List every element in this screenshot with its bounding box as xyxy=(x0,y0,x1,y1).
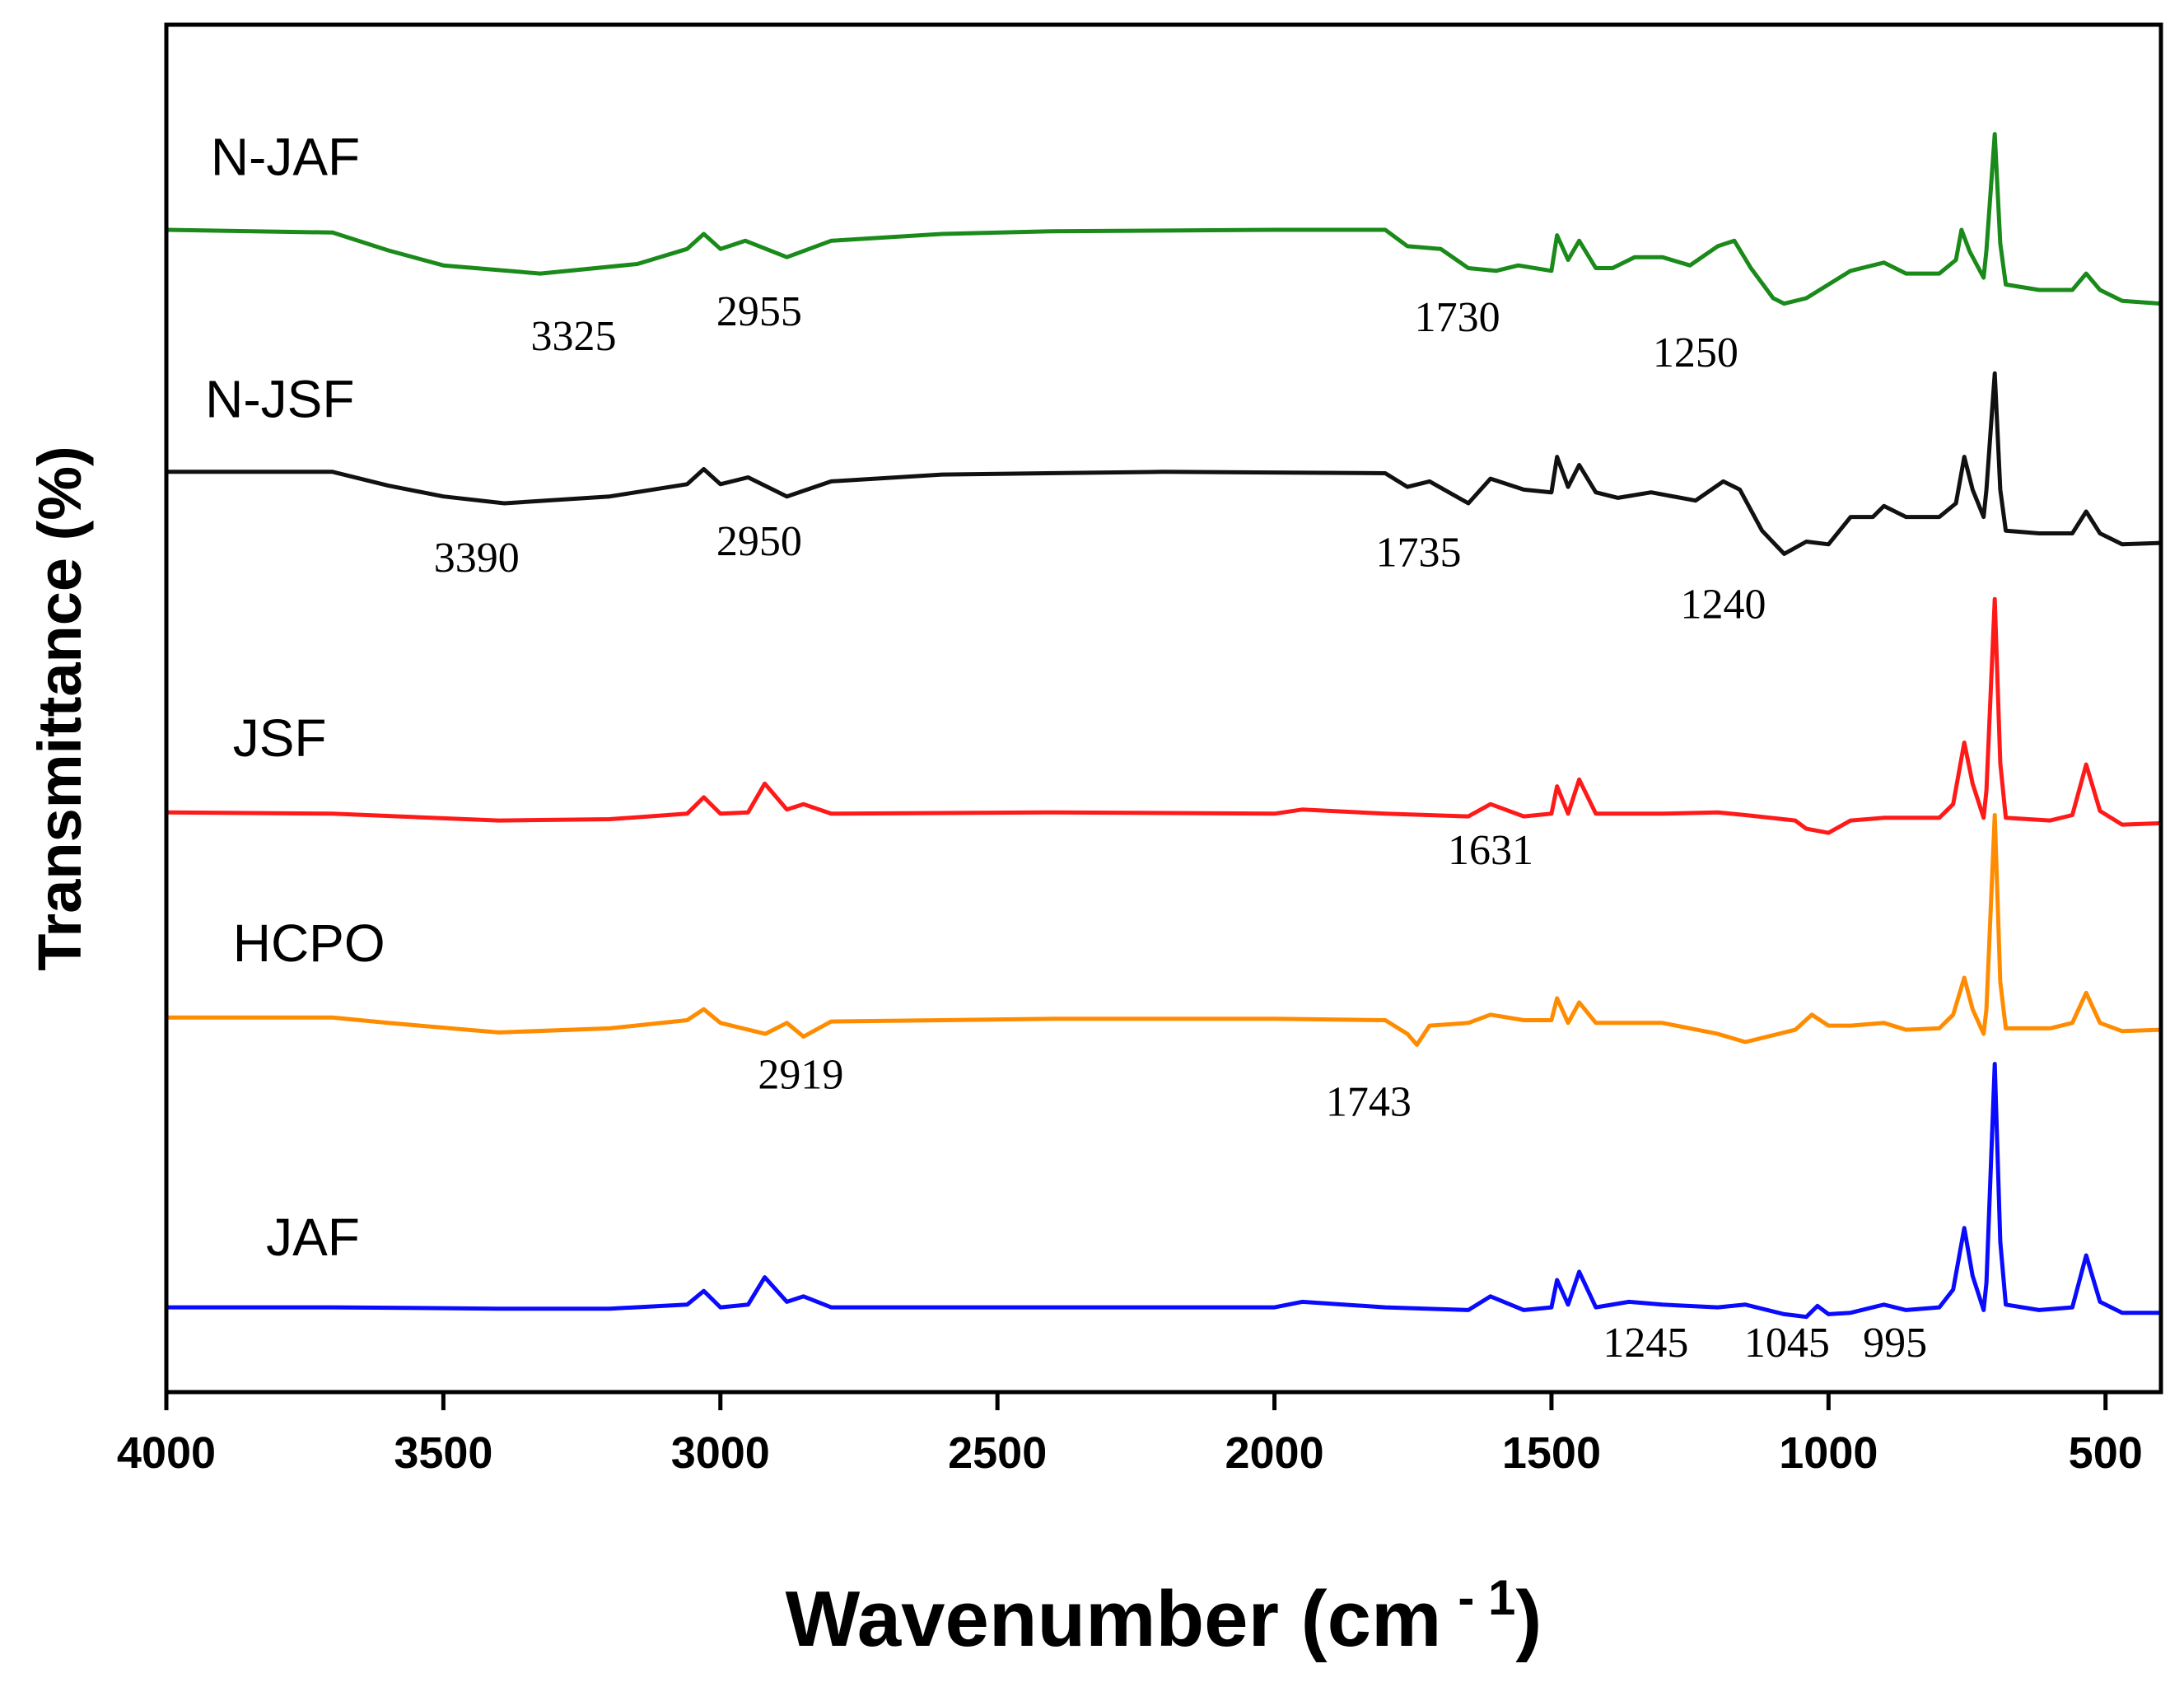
x-tick-label-500: 500 xyxy=(2069,1428,2143,1478)
series-line-jaf xyxy=(164,1062,2163,1320)
series-label-n-jaf: N-JAF xyxy=(211,128,360,187)
x-tick-label-2000: 2000 xyxy=(1225,1428,1323,1478)
y-axis-title: Transmittance (%) xyxy=(26,446,94,970)
peak-label-1240: 1240 xyxy=(1681,581,1766,628)
peak-label-2955: 2955 xyxy=(716,288,802,335)
x-tick-label-4000: 4000 xyxy=(117,1428,216,1478)
peak-label-1250: 1250 xyxy=(1653,329,1738,376)
x-tick-label-2500: 2500 xyxy=(948,1428,1047,1478)
x-tick-label-1500: 1500 xyxy=(1502,1428,1601,1478)
series-line-hcpo xyxy=(164,813,2163,1047)
series-layer xyxy=(164,132,2163,1320)
series-line-jsf xyxy=(164,596,2163,835)
peak-label-3325: 3325 xyxy=(530,313,616,360)
x-tick-label-3000: 3000 xyxy=(671,1428,770,1478)
peak-label-3390: 3390 xyxy=(434,535,520,582)
series-line-n-jaf xyxy=(164,132,2163,306)
x-axis-ticks: 4000 3500 3000 2500 2000 1500 1000 500 xyxy=(117,1392,2143,1478)
plot-frame xyxy=(164,22,2163,1395)
peak-label-2950: 2950 xyxy=(716,518,802,565)
series-label-hcpo: HCPO xyxy=(233,914,385,973)
series-label-jsf: JSF xyxy=(233,708,327,768)
series-line-n-jsf xyxy=(164,371,2163,556)
peak-label-1045: 1045 xyxy=(1744,1320,1830,1367)
x-tick-label-3500: 3500 xyxy=(394,1428,492,1478)
x-tick-label-1000: 1000 xyxy=(1779,1428,1878,1478)
series-label-jaf: JAF xyxy=(266,1208,360,1267)
peak-annotations: 3325 2955 1730 1250 3390 2950 1735 1240 1631 2919… xyxy=(434,288,1927,1367)
peak-label-995: 995 xyxy=(1863,1320,1927,1367)
peak-label-1743: 1743 xyxy=(1326,1079,1412,1126)
x-axis-title: Wavenumber (cm - 1) xyxy=(786,1570,1542,1663)
peak-label-1735: 1735 xyxy=(1375,529,1461,576)
peak-label-1631: 1631 xyxy=(1448,827,1533,874)
peak-label-1245: 1245 xyxy=(1603,1320,1688,1367)
peak-label-1730: 1730 xyxy=(1415,294,1500,341)
series-labels: N-JAF N-JSF JSF HCPO JAF xyxy=(205,128,385,1267)
series-label-n-jsf: N-JSF xyxy=(205,369,354,428)
peak-label-2919: 2919 xyxy=(758,1051,843,1098)
